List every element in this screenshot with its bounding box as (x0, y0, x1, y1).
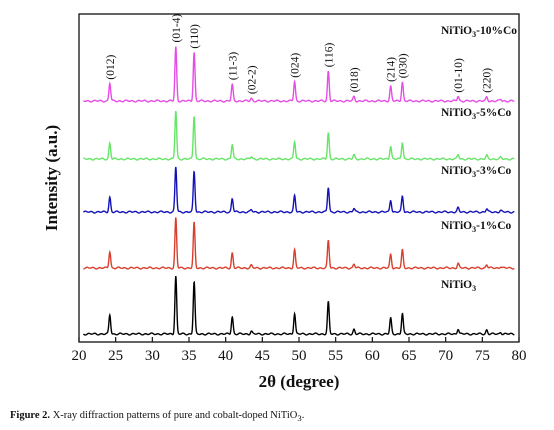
peak-label: (018) (349, 67, 361, 92)
peak-label: (012) (105, 55, 117, 80)
series-label-text: NiTiO (441, 220, 472, 232)
x-tick-label: 50 (292, 348, 307, 364)
peak-label: (01-10) (453, 58, 465, 93)
series-labels: NiTiO3NiTiO3-1%CoNiTiO3-3%CoNiTiO3-5%CoN… (441, 25, 517, 293)
peak-label: (01-4) (171, 14, 183, 43)
peak-labels: (012) (01-4) (110) (11-3) (02-2) (024) (116) (0… (105, 14, 494, 95)
series-line (83, 46, 515, 103)
caption-figure-label: Figure 2. (10, 410, 51, 421)
series-label-sub: 3 (472, 30, 476, 39)
series-line (83, 275, 515, 336)
series-label: NiTiO3-1%Co (441, 220, 511, 234)
series-label: NiTiO3 (441, 279, 476, 293)
series-label-text: NiTiO (441, 25, 472, 37)
peak-label: (11-3) (227, 52, 239, 80)
series-label-text: NiTiO (441, 107, 472, 119)
caption-text-end: . (301, 410, 305, 421)
peak-label: (110) (189, 24, 201, 49)
series-label-sub: 3 (472, 112, 476, 121)
x-tick-label: 30 (145, 348, 160, 364)
peak-label: (02-2) (246, 65, 258, 94)
x-tick-label: 75 (475, 348, 490, 364)
series-label-sub: 3 (472, 225, 476, 234)
caption-text: X-ray diffraction patterns of pure and c… (50, 410, 298, 421)
series-label-sub: 3 (472, 284, 476, 293)
series-line (82, 166, 515, 214)
x-tick-label: 45 (255, 348, 270, 364)
series-label-sub: 3 (472, 170, 476, 179)
peak-label: (024) (290, 53, 302, 78)
x-axis: 20 25 30 35 40 45 50 55 60 65 70 75 80 (72, 337, 527, 364)
x-tick-label: 65 (402, 348, 417, 364)
x-tick-label: 20 (72, 348, 87, 364)
series-label-text: -5%Co (476, 107, 511, 119)
x-tick-label: 60 (365, 348, 380, 364)
series-label: NiTiO3-3%Co (441, 165, 511, 179)
figure-caption: Figure 2. X-ray diffraction patterns of … (10, 410, 550, 423)
x-tick-label: 70 (438, 348, 453, 364)
series-label-text: -3%Co (476, 165, 511, 177)
x-tick-label: 55 (328, 348, 343, 364)
y-axis-title: Intensity (a.u.) (42, 125, 61, 231)
x-axis-title: 2θ (degree) (259, 372, 340, 391)
series-label-text: NiTiO (441, 165, 472, 177)
series-label-text: -1%Co (476, 220, 511, 232)
x-tick-label: 25 (108, 348, 123, 364)
series-line (83, 111, 515, 161)
x-tick-label: 35 (182, 348, 197, 364)
series-label-text: -10%Co (476, 25, 517, 37)
peak-label: (116) (323, 43, 335, 68)
series-line (83, 217, 515, 270)
caption-subscript: 3 (297, 413, 302, 424)
xrd-traces (82, 46, 515, 336)
series-label: NiTiO3-10%Co (441, 25, 517, 39)
series-label: NiTiO3-5%Co (441, 107, 511, 121)
peak-label: (214) (386, 57, 398, 82)
x-tick-label: 80 (512, 348, 527, 364)
x-tick-label: 40 (218, 348, 233, 364)
series-label-text: NiTiO (441, 279, 472, 291)
peak-label: (220) (482, 68, 494, 93)
peak-label: (030) (397, 53, 409, 78)
